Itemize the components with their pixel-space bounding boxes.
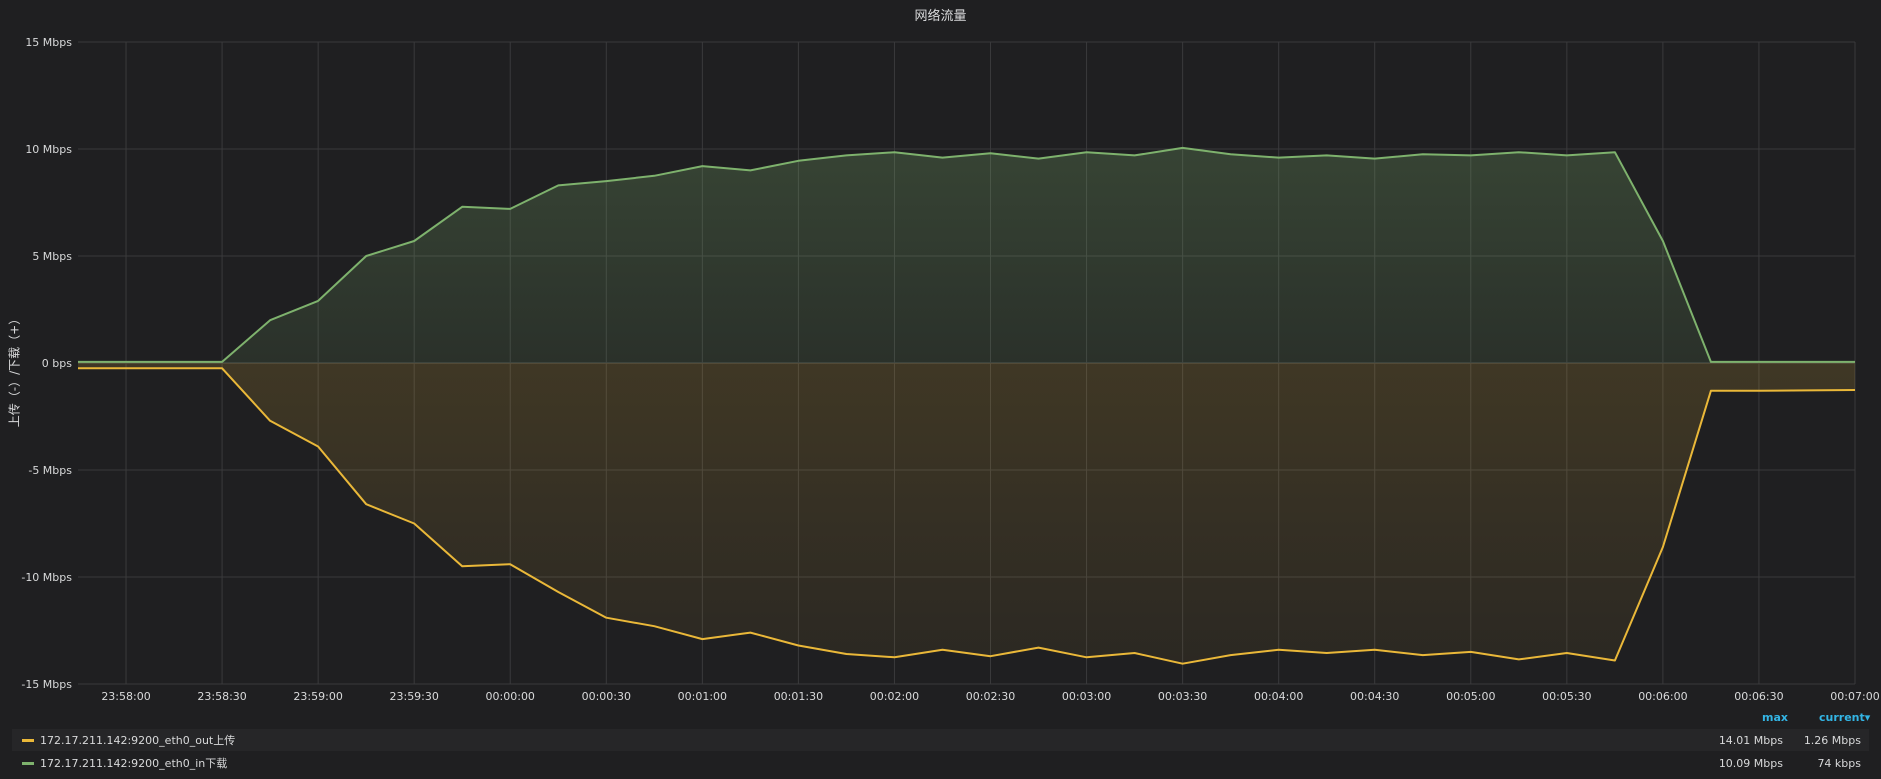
legend-item-out[interactable]: 172.17.211.142:9200_eth0_out上传 14.01 Mbp… [12, 729, 1869, 751]
x-tick-label: 00:02:30 [966, 690, 1015, 703]
legend-swatch-out [22, 738, 34, 742]
series-line [78, 367, 1856, 665]
y-axis-ticks: 15 Mbps 10 Mbps 5 Mbps 0 bps -5 Mbps -10 Mbps… [21, 36, 72, 691]
x-tick-label: 00:06:30 [1734, 690, 1783, 703]
chart-areas [78, 147, 1855, 664]
x-tick-label: 00:02:00 [870, 690, 919, 703]
legend-max-value: 14.01 Mbps [1718, 733, 1783, 747]
x-tick-label: 00:03:30 [1158, 690, 1207, 703]
x-tick-label: 23:59:00 [293, 690, 342, 703]
legend-item-in[interactable]: 172.17.211.142:9200_eth0_in下载 10.09 Mbps… [12, 752, 1869, 774]
y-tick-label: 5 Mbps [32, 250, 72, 263]
y-tick-label: -15 Mbps [21, 678, 72, 691]
x-tick-label: 00:01:00 [678, 690, 727, 703]
series-line [78, 146, 1855, 363]
legend-series-name[interactable]: 172.17.211.142:9200_eth0_out上传 [40, 734, 236, 747]
x-axis-ticks: 23:58:00 23:58:30 23:59:00 23:59:30 00:00:00… [101, 690, 1879, 703]
y-tick-label: -10 Mbps [21, 571, 72, 584]
x-tick-label: 00:01:30 [774, 690, 823, 703]
y-tick-label: 10 Mbps [25, 143, 72, 156]
legend-series-name[interactable]: 172.17.211.142:9200_eth0_in下载 [40, 757, 228, 770]
x-tick-label: 23:58:00 [101, 690, 150, 703]
legend-header-max[interactable]: max [1762, 711, 1788, 724]
legend-header-current[interactable]: current▾ [1819, 711, 1871, 724]
y-tick-label: -5 Mbps [28, 464, 72, 477]
y-tick-label: 15 Mbps [25, 36, 72, 49]
legend-max-value: 10.09 Mbps [1718, 756, 1783, 770]
x-tick-label: 00:04:00 [1254, 690, 1303, 703]
series-area [78, 363, 1855, 664]
series-area [78, 147, 1855, 363]
x-tick-label: 00:04:30 [1350, 690, 1399, 703]
x-tick-label: 00:05:30 [1542, 690, 1591, 703]
y-tick-label: 0 bps [42, 357, 72, 370]
x-tick-label: 00:06:00 [1638, 690, 1687, 703]
x-tick-label: 00:05:00 [1446, 690, 1495, 703]
chart-lines [78, 146, 1856, 665]
legend-swatch-in [22, 761, 34, 765]
legend-current-value: 74 kbps [1817, 756, 1861, 770]
x-tick-label: 00:00:30 [582, 690, 631, 703]
legend-current-value: 1.26 Mbps [1803, 733, 1861, 747]
x-tick-label: 00:00:00 [486, 690, 535, 703]
panel-title: 网络流量 [914, 9, 967, 24]
x-tick-label: 00:07:00 [1830, 690, 1879, 703]
x-tick-label: 00:03:00 [1062, 690, 1111, 703]
x-tick-label: 23:59:30 [389, 690, 438, 703]
x-tick-label: 23:58:30 [197, 690, 246, 703]
y-axis-label: 上传（-）/下载（+） [7, 312, 22, 428]
